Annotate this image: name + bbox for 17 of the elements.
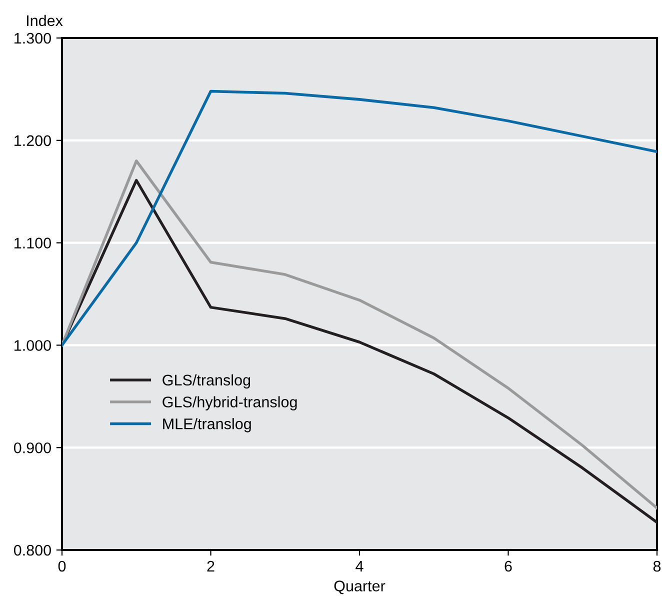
y-tick-label: 1.300 xyxy=(14,32,51,44)
legend-label: GLS/translog xyxy=(162,374,250,389)
y-tick-label: 0.900 xyxy=(14,442,51,454)
y-tick-label: 1.200 xyxy=(14,135,51,146)
x-tick-label: 0 xyxy=(58,560,66,572)
x-tick-label: 2 xyxy=(207,560,214,572)
line-series xyxy=(62,90,657,347)
y-tick-label: 1.100 xyxy=(14,238,51,248)
legend-label: GLS/hybrid-translog xyxy=(162,396,297,410)
y-axis-title: Index xyxy=(27,14,63,26)
legend-label: MLE/translog xyxy=(163,418,251,432)
y-tick-label: 0.800 xyxy=(14,544,51,556)
x-tick-label: 6 xyxy=(504,560,512,572)
y-tick-label: 1.000 xyxy=(14,340,51,351)
x-tick-label: 8 xyxy=(653,560,661,572)
x-axis-title: Quarter xyxy=(334,580,386,594)
x-tick-label: 4 xyxy=(356,560,364,572)
